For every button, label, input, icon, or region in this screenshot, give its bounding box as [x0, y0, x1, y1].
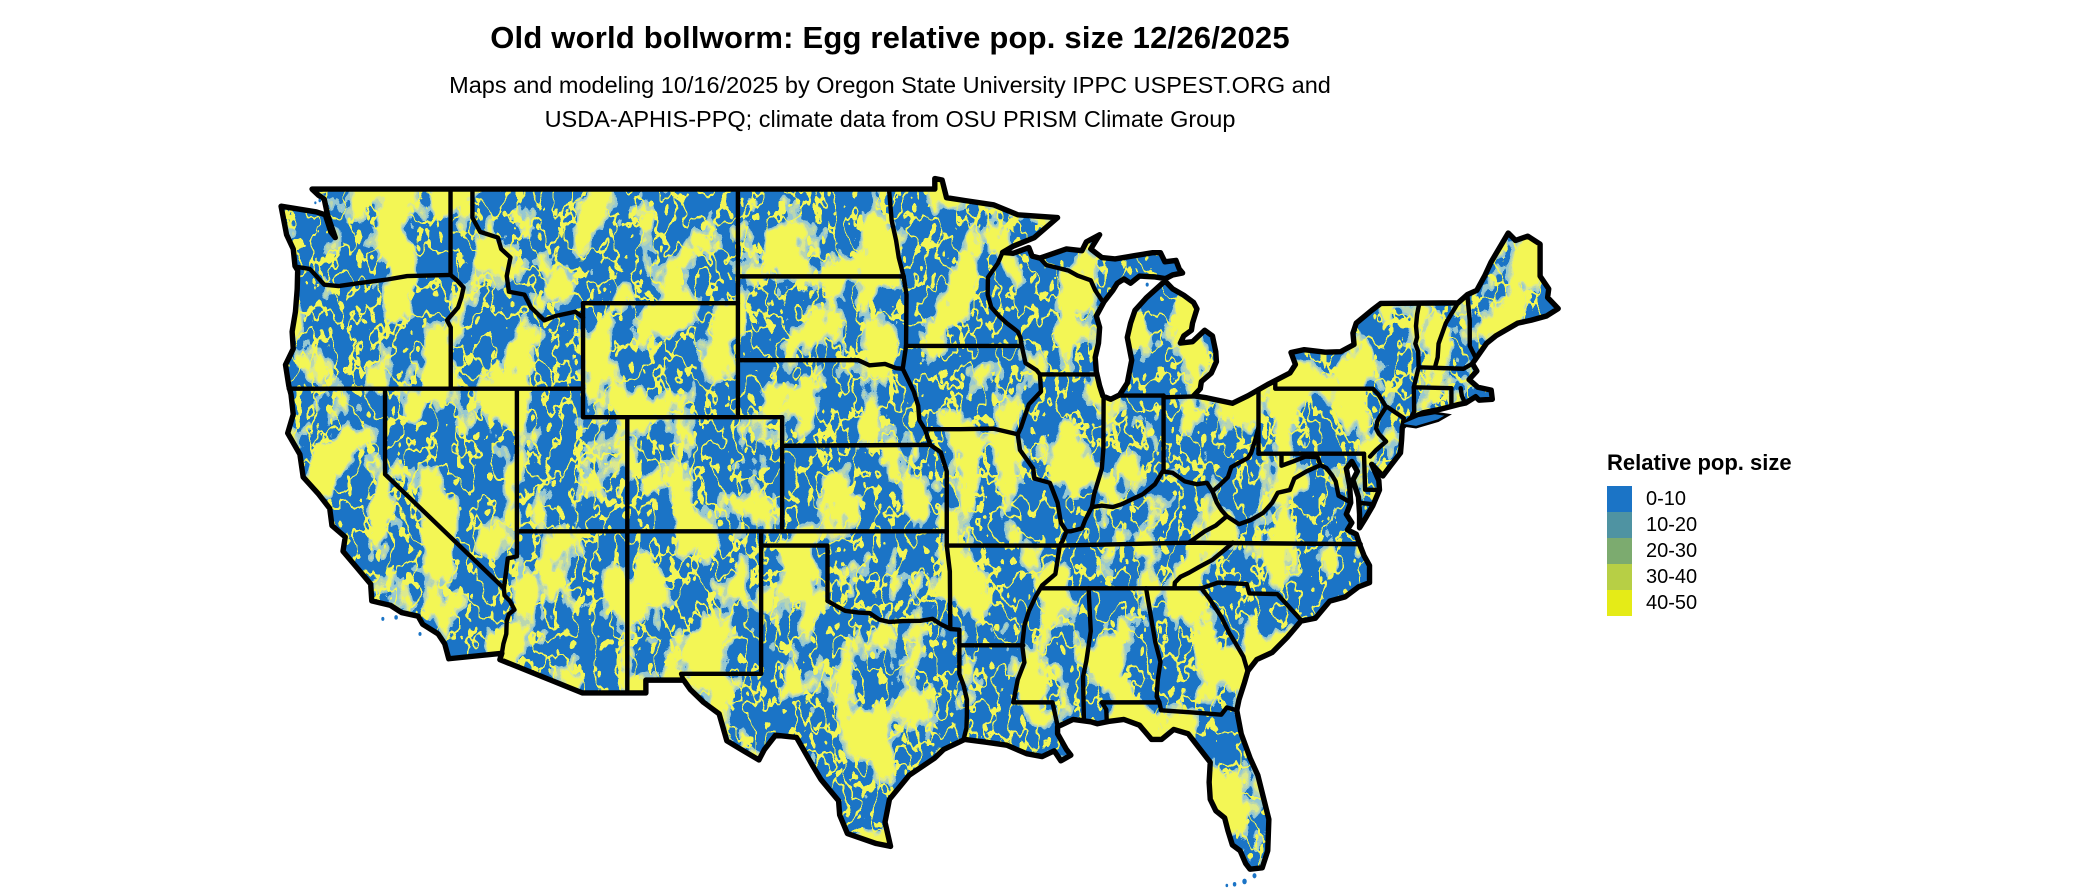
florida-keys-island: [1242, 878, 1247, 885]
florida-keys-island: [1232, 882, 1237, 887]
florida-keys-island: [1252, 873, 1257, 879]
page-title: Old world bollworm: Egg relative pop. si…: [490, 20, 1290, 55]
us-risk-map: [270, 172, 1562, 892]
channel-island: [418, 631, 422, 636]
us-map-svg: [270, 172, 1562, 892]
san-juan-island: [318, 198, 322, 203]
legend: Relative pop. size 0-10 10-20 20-30 30-4…: [1607, 450, 1792, 616]
subtitle-line-2: USDA-APHIS-PPQ; climate data from OSU PR…: [544, 106, 1236, 132]
legend-title: Relative pop. size: [1607, 450, 1792, 475]
florida-keys-island: [1225, 883, 1229, 888]
islands: [314, 198, 1448, 888]
state-borders: [289, 189, 1476, 739]
subtitle-line-1: Maps and modeling 10/16/2025 by Oregon S…: [449, 72, 1331, 98]
legend-label: 40-50: [1646, 591, 1698, 614]
legend-swatch-30-40: [1607, 564, 1632, 590]
us-coast-outline: [281, 179, 1558, 870]
long-island: [1403, 413, 1448, 427]
legend-label: 0-10: [1646, 487, 1687, 510]
legend-swatch-40-50: [1607, 590, 1632, 616]
beaver-island: [1145, 282, 1149, 287]
legend-label: 10-20: [1646, 513, 1698, 536]
legend-item: 40-50: [1607, 590, 1792, 616]
map-subtitle: Maps and modeling 10/16/2025 by Oregon S…: [0, 56, 1780, 136]
legend-swatch-0-10: [1607, 486, 1632, 512]
legend-item: 30-40: [1607, 564, 1792, 590]
legend-swatch-20-30: [1607, 538, 1632, 564]
legend-item: 0-10: [1607, 486, 1792, 512]
legend-label: 20-30: [1646, 539, 1698, 562]
legend-label: 30-40: [1646, 565, 1698, 588]
title-block: Old world bollworm: Egg relative pop. si…: [0, 0, 1780, 136]
legend-item: 20-30: [1607, 538, 1792, 564]
legend-swatch-10-20: [1607, 512, 1632, 538]
channel-island: [394, 615, 398, 620]
legend-item: 10-20: [1607, 512, 1792, 538]
san-juan-island: [314, 201, 317, 205]
channel-island: [381, 616, 385, 621]
